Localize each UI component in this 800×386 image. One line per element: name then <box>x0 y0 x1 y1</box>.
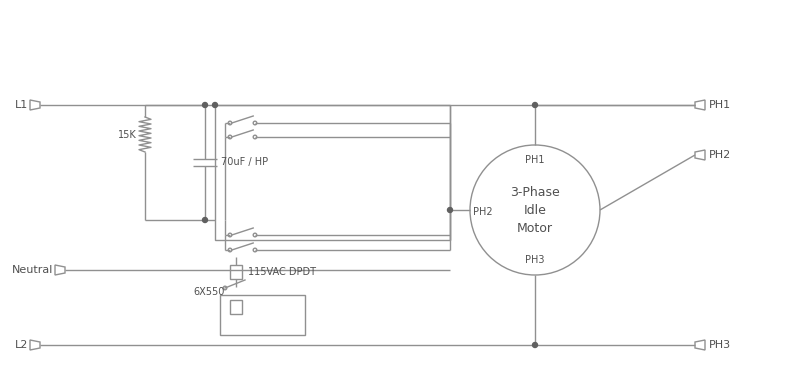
Circle shape <box>213 103 218 107</box>
Circle shape <box>202 103 207 107</box>
Bar <box>215 105 450 240</box>
Text: PH2: PH2 <box>709 150 731 160</box>
Text: PH2: PH2 <box>473 207 493 217</box>
Text: PH3: PH3 <box>709 340 731 350</box>
Text: Neutral: Neutral <box>12 265 53 275</box>
Text: 15K: 15K <box>118 129 137 139</box>
Circle shape <box>533 103 538 107</box>
Circle shape <box>447 208 453 213</box>
Circle shape <box>533 342 538 347</box>
Text: PH1: PH1 <box>525 155 545 165</box>
Bar <box>230 265 242 279</box>
Text: 115VAC DPDT: 115VAC DPDT <box>248 267 316 277</box>
Text: PH1: PH1 <box>709 100 731 110</box>
Bar <box>220 295 305 335</box>
Text: L1: L1 <box>14 100 28 110</box>
Circle shape <box>202 217 207 222</box>
Text: Idle: Idle <box>523 203 546 217</box>
Text: 6X550: 6X550 <box>194 287 225 297</box>
Text: 70uF / HP: 70uF / HP <box>221 157 268 168</box>
Text: L2: L2 <box>14 340 28 350</box>
Text: PH3: PH3 <box>525 255 545 265</box>
Bar <box>230 300 242 314</box>
Text: Motor: Motor <box>517 222 553 235</box>
Text: 3-Phase: 3-Phase <box>510 186 560 198</box>
